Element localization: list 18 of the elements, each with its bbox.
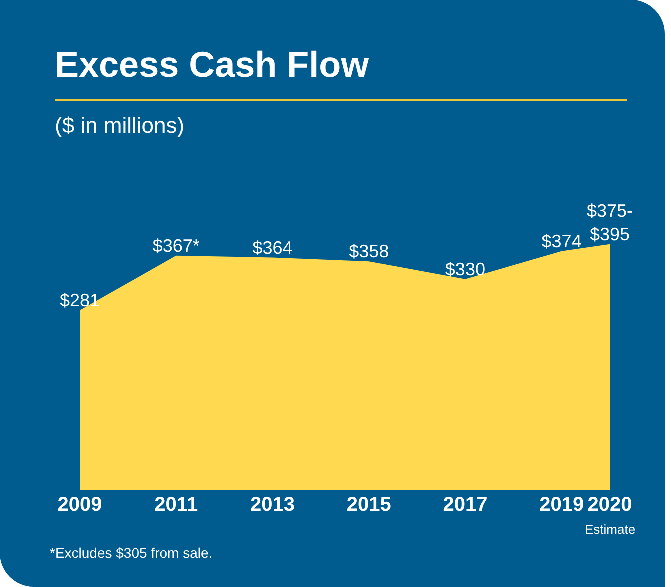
data-label: $364 xyxy=(252,238,293,258)
data-label: $375- $395 xyxy=(586,201,634,244)
x-tick-label: 2011 xyxy=(154,494,198,516)
x-tick-label: 2013 xyxy=(250,494,295,516)
chart-subtitle: ($ in millions) xyxy=(55,113,185,139)
data-label: $358 xyxy=(349,242,390,262)
text: Estimate xyxy=(585,522,636,537)
chart-title: Excess Cash Flow xyxy=(55,44,370,86)
text: *Excludes $305 from sale. xyxy=(50,545,213,561)
x-tick-label: 2009 xyxy=(58,494,102,516)
x-tick-label: 2019 xyxy=(540,494,584,516)
x-tick-label: 2020 xyxy=(588,494,632,516)
x-tick-label: 2017 xyxy=(443,494,488,516)
data-label: $330 xyxy=(445,259,486,280)
x-tick-label: 2015 xyxy=(346,494,392,516)
data-label: $281 xyxy=(60,290,100,311)
data-label: $367* xyxy=(152,236,200,256)
data-label: $374 xyxy=(542,231,582,252)
